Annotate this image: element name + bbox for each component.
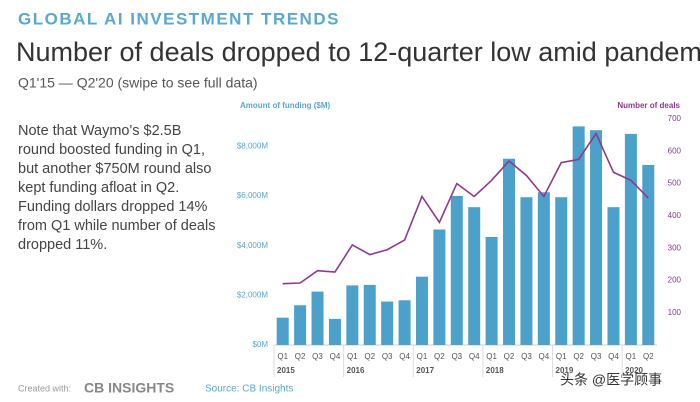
x-tick-label: Q4 bbox=[608, 352, 619, 361]
x-tick-label: Q1 bbox=[556, 352, 567, 361]
x-tick-label: Q1 bbox=[277, 352, 288, 361]
year-label: 2015 bbox=[277, 366, 295, 375]
x-tick-label: Q3 bbox=[591, 352, 602, 361]
bar bbox=[485, 236, 498, 345]
x-tick-label: Q3 bbox=[382, 352, 393, 361]
bar bbox=[415, 276, 428, 345]
bar bbox=[328, 318, 341, 345]
subtitle: Q1'15 — Q2'20 (swipe to see full data) bbox=[18, 75, 258, 91]
deals-line bbox=[282, 131, 649, 285]
y-tick-label: $6,000M bbox=[237, 191, 268, 200]
x-tick-label: Q2 bbox=[434, 352, 445, 361]
created-with: Created with: bbox=[18, 383, 71, 393]
header: GLOBAL AI INVESTMENT TRENDS bbox=[18, 9, 340, 28]
year-label: 2016 bbox=[347, 366, 365, 375]
x-tick-label: Q1 bbox=[626, 352, 637, 361]
year-label: 2018 bbox=[486, 366, 504, 375]
y2-tick-label: 600 bbox=[668, 146, 682, 155]
bar bbox=[555, 197, 568, 345]
bar bbox=[590, 130, 603, 345]
y-tick-label: $0M bbox=[252, 340, 268, 349]
x-tick-label: Q3 bbox=[451, 352, 462, 361]
x-tick-label: Q1 bbox=[417, 352, 428, 361]
y-tick-label: $2,000M bbox=[237, 290, 268, 299]
bar bbox=[294, 305, 307, 345]
bar bbox=[642, 164, 655, 345]
bar bbox=[624, 133, 637, 345]
bar bbox=[450, 195, 463, 345]
year-label: 2017 bbox=[416, 366, 434, 375]
watermark: 头条 @医学顾事 bbox=[560, 372, 662, 388]
bar bbox=[433, 229, 446, 345]
y2-tick-label: 100 bbox=[668, 308, 682, 317]
x-tick-label: Q3 bbox=[521, 352, 532, 361]
y2-axis-label: Number of deals bbox=[617, 101, 680, 110]
year-label: 2019 bbox=[556, 366, 574, 375]
note: Note that Waymo's $2.5B round boosted fu… bbox=[18, 123, 212, 196]
x-tick-label: Q1 bbox=[347, 352, 358, 361]
bar bbox=[398, 300, 411, 345]
logo: CB INSIGHTS bbox=[84, 380, 174, 396]
y-tick-label: $4,000M bbox=[237, 241, 268, 250]
bar bbox=[311, 291, 324, 345]
source: Source: CB Insights bbox=[205, 384, 293, 395]
x-tick-label: Q4 bbox=[469, 352, 480, 361]
y-tick-label: $8,000M bbox=[237, 141, 268, 150]
chart-title: Number of deals dropped to 12-quarter lo… bbox=[16, 37, 700, 67]
bar bbox=[276, 317, 289, 345]
y2-tick-label: 300 bbox=[668, 243, 682, 252]
x-tick-label: Q4 bbox=[330, 352, 341, 361]
bar bbox=[537, 192, 550, 345]
x-tick-label: Q2 bbox=[573, 352, 584, 361]
y2-tick-label: 400 bbox=[668, 211, 682, 220]
bar bbox=[346, 285, 359, 345]
note: Funding dollars dropped 14% from Q1 whil… bbox=[18, 199, 216, 253]
y2-tick-label: 500 bbox=[668, 179, 682, 188]
x-tick-label: Q2 bbox=[504, 352, 515, 361]
x-tick-label: Q2 bbox=[295, 352, 306, 361]
y2-tick-label: 200 bbox=[668, 276, 682, 285]
bar bbox=[572, 126, 585, 345]
y-axis-label: Amount of funding ($M) bbox=[240, 101, 331, 110]
bar bbox=[520, 197, 533, 345]
bar bbox=[381, 301, 394, 345]
x-tick-label: Q2 bbox=[643, 352, 654, 361]
bar bbox=[607, 207, 620, 345]
x-tick-label: Q3 bbox=[312, 352, 323, 361]
bar bbox=[363, 284, 376, 345]
bar bbox=[468, 207, 481, 345]
x-tick-label: Q4 bbox=[399, 352, 410, 361]
y2-tick-label: 700 bbox=[668, 114, 682, 123]
bar bbox=[503, 158, 516, 345]
x-tick-label: Q4 bbox=[539, 352, 550, 361]
x-tick-label: Q2 bbox=[364, 352, 375, 361]
x-tick-label: Q1 bbox=[486, 352, 497, 361]
year-label: 2020 bbox=[625, 366, 643, 375]
